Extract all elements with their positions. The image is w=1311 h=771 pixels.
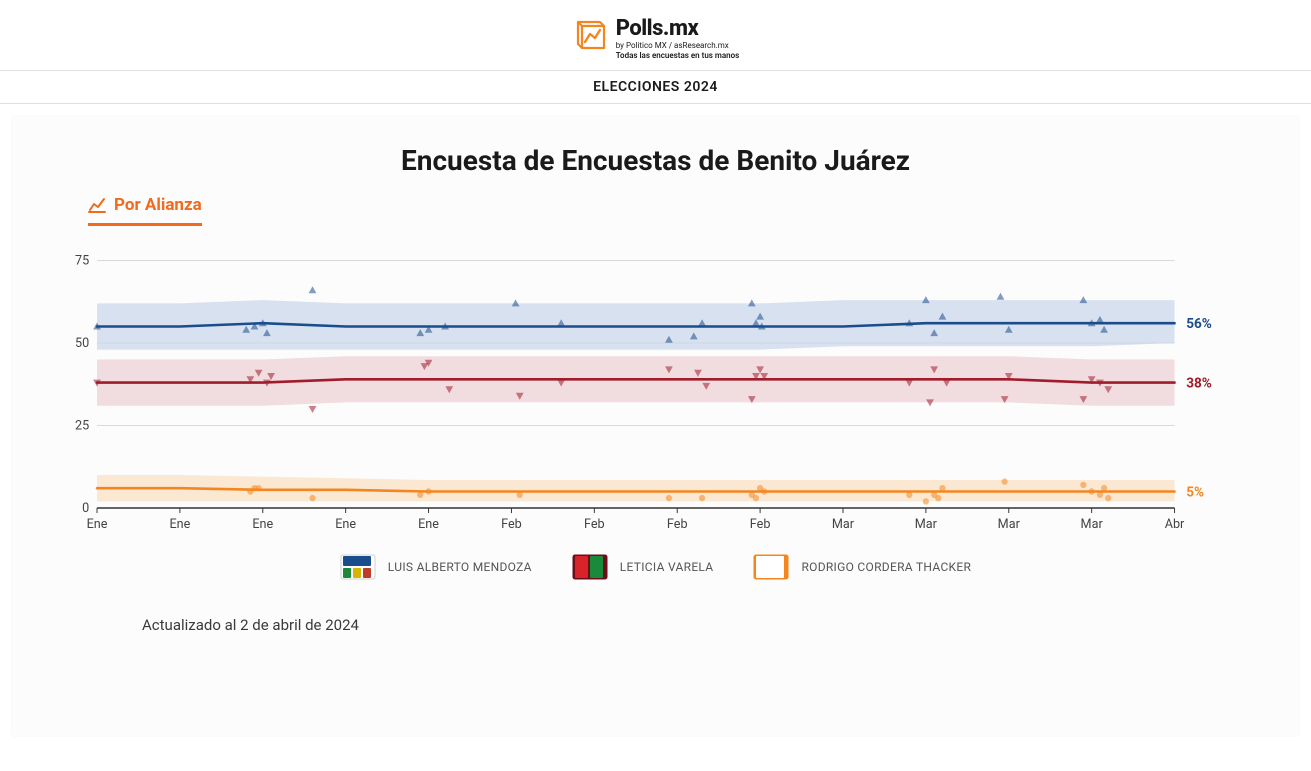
logo-text: Polls.mx by Politico MX / asResearch.mx … (616, 18, 740, 60)
svg-text:Feb: Feb (750, 517, 771, 532)
svg-text:Ene: Ene (169, 517, 190, 532)
legend-item-varela[interactable]: LETICIA VARELA (572, 554, 714, 580)
svg-text:Ene: Ene (252, 517, 273, 532)
svg-text:Feb: Feb (584, 517, 605, 532)
logo[interactable]: Polls.mx by Politico MX / asResearch.mx … (572, 18, 740, 60)
svg-text:Abr: Abr (1165, 517, 1185, 532)
svg-text:38%: 38% (1186, 375, 1212, 391)
legend-item-mendoza[interactable]: LUIS ALBERTO MENDOZA (340, 554, 532, 580)
chart-card: Encuesta de Encuestas de Benito Juárez P… (12, 116, 1299, 736)
updated-text: Actualizado al 2 de abril de 2024 (142, 616, 1279, 634)
header: Polls.mx by Politico MX / asResearch.mx … (0, 0, 1311, 104)
logo-title: Polls.mx (616, 18, 740, 40)
legend-item-cordera[interactable]: RODRIGO CORDERA THACKER (753, 554, 971, 580)
svg-text:Mar: Mar (915, 517, 938, 532)
logo-tagline: Todas las encuestas en tus manos (616, 52, 740, 60)
svg-text:56%: 56% (1186, 316, 1212, 332)
svg-text:Feb: Feb (501, 517, 522, 532)
chart-title: Encuesta de Encuestas de Benito Juárez (32, 144, 1279, 177)
svg-text:Feb: Feb (667, 517, 688, 532)
svg-text:25: 25 (75, 418, 89, 433)
party-swatch-icon (572, 554, 608, 580)
svg-text:Ene: Ene (418, 517, 439, 532)
chart-box-icon (572, 18, 608, 54)
line-chart-icon (88, 196, 106, 214)
legend-label: LETICIA VARELA (620, 560, 714, 574)
svg-text:0: 0 (82, 501, 89, 516)
party-swatch-icon (340, 554, 376, 580)
svg-text:Mar: Mar (998, 517, 1021, 532)
svg-text:Mar: Mar (832, 517, 855, 532)
tab-label: Por Alianza (114, 195, 202, 215)
party-swatch-icon (753, 554, 789, 580)
logo-byline: by Politico MX / asResearch.mx (616, 42, 740, 50)
section-title: ELECCIONES 2024 (0, 70, 1311, 104)
svg-text:Ene: Ene (335, 517, 356, 532)
svg-text:50: 50 (75, 336, 89, 351)
legend-label: RODRIGO CORDERA THACKER (801, 560, 971, 574)
svg-text:5%: 5% (1186, 484, 1204, 500)
tab-row: Por Alianza (88, 195, 1279, 226)
tab-por-alianza[interactable]: Por Alianza (88, 195, 202, 226)
svg-text:Ene: Ene (87, 517, 108, 532)
legend: LUIS ALBERTO MENDOZA LETICIA VARELA RODR… (32, 554, 1279, 580)
svg-text:75: 75 (75, 253, 89, 268)
legend-label: LUIS ALBERTO MENDOZA (388, 560, 532, 574)
chart-plot: 0 25 50 75 Ene Ene Ene Ene Ene Feb Feb Feb Feb Mar Mar… (62, 238, 1229, 538)
svg-text:Mar: Mar (1081, 517, 1104, 532)
